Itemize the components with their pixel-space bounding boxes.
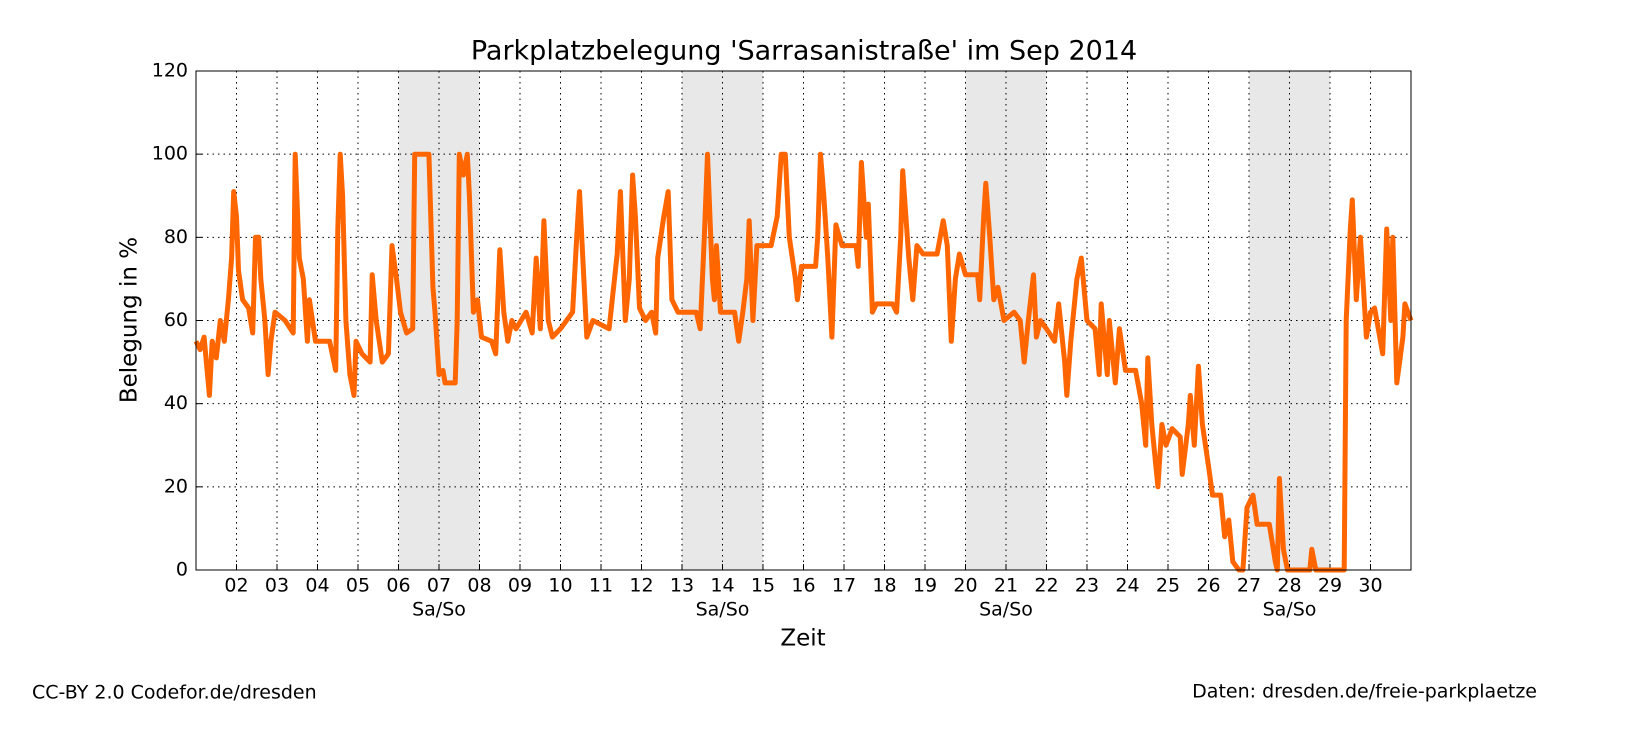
x-tick-label: 24	[1115, 575, 1139, 597]
weekend-label: Sa/So	[696, 599, 750, 621]
x-tick-label: 19	[913, 575, 937, 597]
y-tick-label: 20	[164, 475, 188, 497]
x-tick-label: 30	[1358, 575, 1382, 597]
x-tick-label: 11	[589, 575, 613, 597]
x-axis-label: Zeit	[780, 626, 825, 652]
data-line	[193, 151, 1414, 573]
x-tick-label: 04	[305, 575, 329, 597]
x-tick-label: 29	[1318, 575, 1342, 597]
y-tick-label: 40	[164, 392, 188, 414]
x-tick-label: 13	[670, 575, 694, 597]
plot	[193, 151, 1414, 573]
y-tick-label: 120	[152, 60, 188, 82]
footer-right: Daten: dresden.de/freie-parkplaetze	[1192, 681, 1537, 703]
x-tick-label: 22	[1034, 575, 1058, 597]
y-tick-label: 80	[164, 226, 188, 248]
chart-title: Parkplatzbelegung 'Sarrasanistraße' im S…	[471, 36, 1137, 67]
x-tick-label: 12	[629, 575, 653, 597]
x-tick-label: 09	[508, 575, 532, 597]
y-tick-label: 60	[164, 309, 188, 331]
x-tick-label: 23	[1075, 575, 1099, 597]
weekend-label: Sa/So	[979, 599, 1033, 621]
weekend-label: Sa/So	[1263, 599, 1317, 621]
weekend-label: Sa/So	[412, 599, 466, 621]
x-tick-label: 10	[548, 575, 572, 597]
x-tick-label: 08	[467, 575, 491, 597]
y-tick-label: 100	[152, 143, 188, 165]
y-axis-label: Belegung in %	[117, 237, 143, 403]
x-tick-label: 17	[832, 575, 856, 597]
x-tick-label: 26	[1196, 575, 1220, 597]
plot-frame	[195, 70, 1412, 571]
x-tick-label: 18	[872, 575, 896, 597]
x-tick-label: 27	[1237, 575, 1261, 597]
x-tick-label: 06	[386, 575, 410, 597]
x-tick-label: 20	[953, 575, 977, 597]
y-tick-label: 0	[176, 559, 188, 581]
x-tick-label: 02	[224, 575, 248, 597]
x-tick-label: 03	[265, 575, 289, 597]
x-tick-label: 14	[710, 575, 734, 597]
x-tick-label: 07	[427, 575, 451, 597]
x-tick-label: 15	[751, 575, 775, 597]
x-tick-label: 25	[1156, 575, 1180, 597]
x-tick-label: 28	[1277, 575, 1301, 597]
x-tick-label: 16	[791, 575, 815, 597]
x-tick-label: 21	[994, 575, 1018, 597]
x-tick-label: 05	[346, 575, 370, 597]
footer-left: CC-BY 2.0 Codefor.de/dresden	[32, 682, 317, 704]
